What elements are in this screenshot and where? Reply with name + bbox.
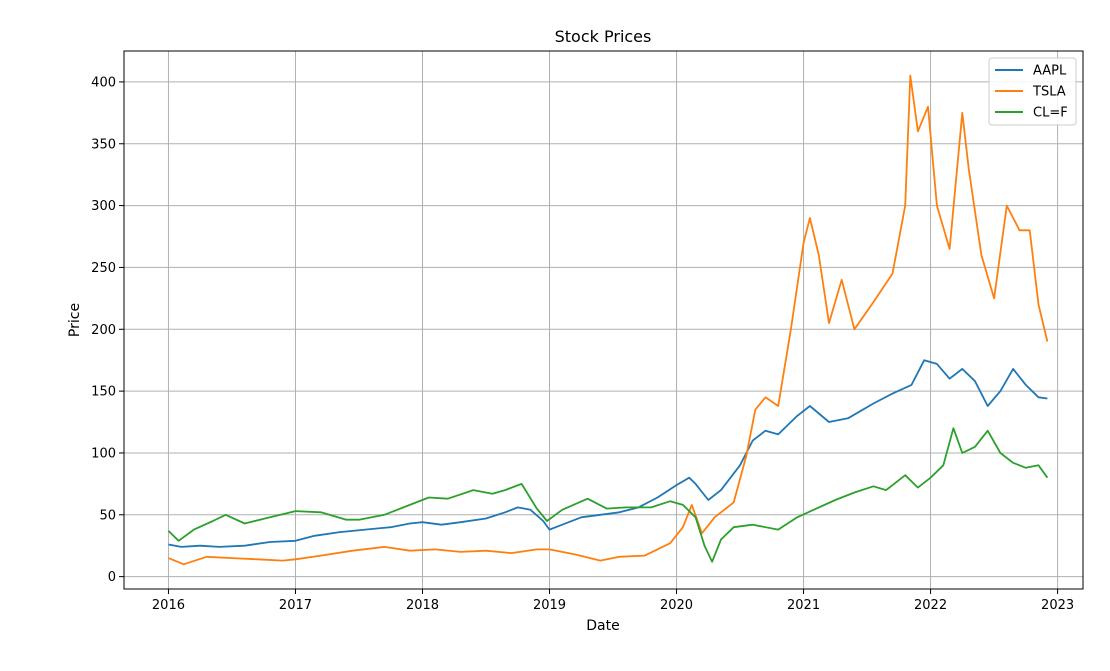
- x-tick-label: 2019: [533, 598, 566, 613]
- x-tick-label: 2023: [1041, 598, 1074, 613]
- y-tick-label: 100: [91, 446, 116, 461]
- x-tick-label: 2016: [152, 598, 185, 613]
- legend-box: [988, 57, 1077, 126]
- x-tick-label: 2021: [787, 598, 820, 613]
- legend-label-cl-f: CL=F: [1033, 106, 1068, 121]
- y-tick-label: 350: [91, 137, 116, 152]
- y-tick-label: 250: [91, 261, 116, 276]
- x-tick-label: 2022: [914, 598, 947, 613]
- series-line-cl-f: [167, 427, 1049, 563]
- x-tick-label: 2020: [660, 598, 693, 613]
- plot-area-frame: [123, 50, 1084, 590]
- x-axis-ticks: 2016 2017 2018 2019 2020 2021 2022 2023: [152, 589, 1074, 613]
- chart-title: Stock Prices: [555, 27, 652, 46]
- series-lines: [167, 74, 1049, 566]
- grid-lines: [124, 51, 1083, 589]
- legend-label-tsla: TSLA: [1032, 85, 1066, 100]
- series-line-tsla: [168, 74, 1049, 566]
- x-tick-label: 2018: [406, 598, 439, 613]
- y-tick-label: 50: [99, 508, 116, 523]
- y-tick-label: 400: [91, 75, 116, 90]
- legend: AAPL TSLA CL=F: [988, 57, 1077, 126]
- legend-label-aapl: AAPL: [1033, 64, 1067, 79]
- series-line-aapl: [168, 359, 1048, 548]
- y-tick-label: 0: [108, 570, 116, 585]
- y-tick-label: 200: [91, 323, 116, 338]
- y-tick-label: 300: [91, 199, 116, 214]
- y-axis-ticks: 0 50 100 150 200 250 300 350 400: [91, 75, 124, 585]
- y-axis-label: Price: [67, 303, 83, 337]
- y-tick-label: 150: [91, 385, 116, 400]
- x-axis-label: Date: [586, 618, 619, 634]
- x-tick-label: 2017: [279, 598, 312, 613]
